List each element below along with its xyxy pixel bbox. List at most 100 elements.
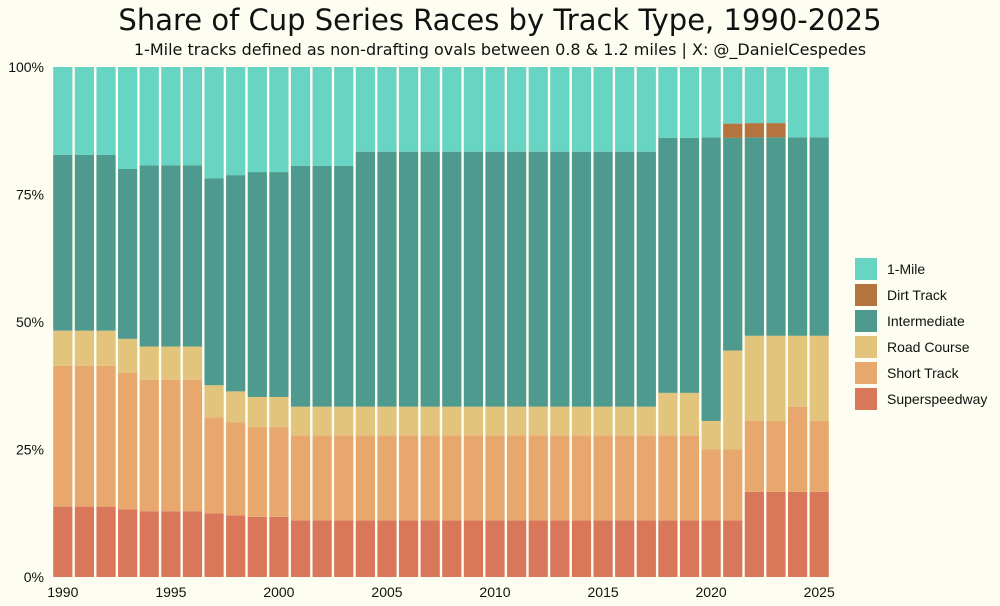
bar-segment-2010-intermediate	[485, 151, 505, 407]
bar-segment-2019-short-track	[679, 435, 700, 521]
bar-segment-2020-short-track	[701, 449, 721, 521]
bar-segment-2014-road-course	[571, 406, 592, 436]
bar-segment-2006-1-mile	[398, 67, 419, 152]
bar-segment-2009-1-mile	[463, 67, 484, 152]
bar-segment-2009-superspeedway	[463, 520, 484, 577]
bar-segment-2006-short-track	[398, 435, 419, 521]
bar-segment-2016-short-track	[615, 435, 635, 521]
bar-segment-2019-superspeedway	[679, 520, 700, 577]
bar-segment-2024-short-track	[787, 406, 808, 492]
legend-label: Superspeedway	[887, 391, 987, 407]
bar-segment-2010-superspeedway	[485, 520, 505, 577]
bar-segment-2004-1-mile	[355, 67, 375, 152]
bar-segment-2001-1-mile	[290, 67, 311, 166]
bar-segment-2022-1-mile	[744, 67, 764, 124]
bar-segment-2018-short-track	[658, 435, 678, 521]
legend-label: 1-Mile	[887, 261, 925, 277]
bar-segment-2008-superspeedway	[442, 520, 462, 577]
bar-segment-1992-road-course	[96, 330, 116, 366]
bar-segment-2017-short-track	[636, 435, 656, 521]
bar-segment-2022-short-track	[744, 420, 764, 492]
bar-segment-2004-intermediate	[355, 151, 375, 407]
bar-segment-2008-1-mile	[442, 67, 462, 152]
bar-segment-2012-road-course	[528, 406, 548, 436]
bar-segment-2008-short-track	[442, 435, 462, 521]
bar-segment-2017-1-mile	[636, 67, 656, 152]
bar-segment-2015-1-mile	[593, 67, 613, 152]
bar-segment-2007-1-mile	[420, 67, 440, 152]
bar-segment-1999-short-track	[247, 427, 267, 517]
bar-segment-2004-superspeedway	[355, 520, 375, 577]
legend-label: Dirt Track	[887, 287, 948, 303]
x-tick-label: 2005	[371, 584, 402, 600]
bar-segment-2000-road-course	[269, 396, 289, 428]
bar-segment-1991-superspeedway	[74, 506, 95, 577]
bar-segment-2007-road-course	[420, 406, 440, 436]
bar-segment-1990-superspeedway	[53, 506, 73, 577]
bar-segment-2025-road-course	[809, 335, 829, 421]
legend-swatch-short-track	[855, 362, 877, 384]
bar-segment-2025-1-mile	[809, 67, 829, 138]
bar-segment-2013-short-track	[550, 435, 570, 521]
bar-segment-2023-1-mile	[766, 67, 786, 124]
bar-segment-1996-1-mile	[182, 67, 203, 166]
bar-segment-2003-superspeedway	[334, 520, 354, 577]
bar-segment-2016-1-mile	[615, 67, 635, 152]
y-tick-label: 0%	[24, 569, 44, 585]
bar-segment-2022-superspeedway	[744, 491, 764, 577]
bar-segment-2003-road-course	[334, 406, 354, 436]
bar-segment-1994-short-track	[139, 379, 159, 512]
bar-segment-2013-intermediate	[550, 151, 570, 407]
bar-segment-2001-short-track	[290, 435, 311, 521]
bar-segment-2017-road-course	[636, 406, 656, 436]
bar-segment-2002-intermediate	[312, 165, 332, 407]
x-tick-label: 1995	[155, 584, 186, 600]
bars-group	[53, 67, 829, 577]
bar-segment-2019-1-mile	[679, 67, 700, 138]
bar-segment-2023-superspeedway	[766, 491, 786, 577]
bar-segment-2000-short-track	[269, 427, 289, 517]
bar-segment-2011-1-mile	[507, 67, 527, 152]
bar-segment-2013-superspeedway	[550, 520, 570, 577]
bar-segment-2002-short-track	[312, 435, 332, 521]
bar-segment-1998-road-course	[226, 391, 246, 423]
bar-segment-2008-road-course	[442, 406, 462, 436]
bar-segment-1999-superspeedway	[247, 516, 267, 577]
bar-segment-1991-road-course	[74, 330, 95, 366]
bar-segment-2003-short-track	[334, 435, 354, 521]
legend-label: Intermediate	[887, 313, 965, 329]
bar-segment-1995-superspeedway	[161, 511, 181, 577]
y-tick-label: 75%	[16, 187, 44, 203]
bar-segment-2014-intermediate	[571, 151, 592, 407]
legend: 1-Mile Dirt Track Intermediate Road Course S…	[855, 258, 987, 410]
bar-segment-2016-superspeedway	[615, 520, 635, 577]
bar-segment-1991-short-track	[74, 365, 95, 507]
bar-segment-1998-short-track	[226, 422, 246, 516]
bar-segment-2019-road-course	[679, 392, 700, 436]
bar-segment-2011-intermediate	[507, 151, 527, 407]
bar-segment-2005-short-track	[377, 435, 397, 521]
bar-segment-2023-dirt-track	[766, 123, 786, 138]
bar-segment-1994-superspeedway	[139, 511, 159, 577]
bar-segment-2010-road-course	[485, 406, 505, 436]
bar-segment-1994-road-course	[139, 346, 159, 380]
y-tick-label: 50%	[16, 314, 44, 330]
bar-segment-2007-superspeedway	[420, 520, 440, 577]
bar-segment-1992-1-mile	[96, 67, 116, 155]
bar-segment-2006-intermediate	[398, 151, 419, 407]
bar-segment-2010-short-track	[485, 435, 505, 521]
bar-segment-2007-short-track	[420, 435, 440, 521]
bar-segment-1995-short-track	[161, 379, 181, 512]
bar-segment-1998-1-mile	[226, 67, 246, 176]
bar-segment-2008-intermediate	[442, 151, 462, 407]
bar-segment-2025-intermediate	[809, 137, 829, 336]
legend-swatch-superspeedway	[855, 388, 877, 410]
bar-segment-2024-intermediate	[787, 137, 808, 336]
bar-segment-2020-1-mile	[701, 67, 721, 138]
bar-segment-2022-intermediate	[744, 137, 764, 336]
y-axis: 0% 25% 50% 75% 100%	[8, 59, 44, 585]
legend-swatch-dirt-track	[855, 284, 877, 306]
bar-segment-2025-short-track	[809, 420, 829, 492]
bar-segment-1995-1-mile	[161, 67, 181, 166]
